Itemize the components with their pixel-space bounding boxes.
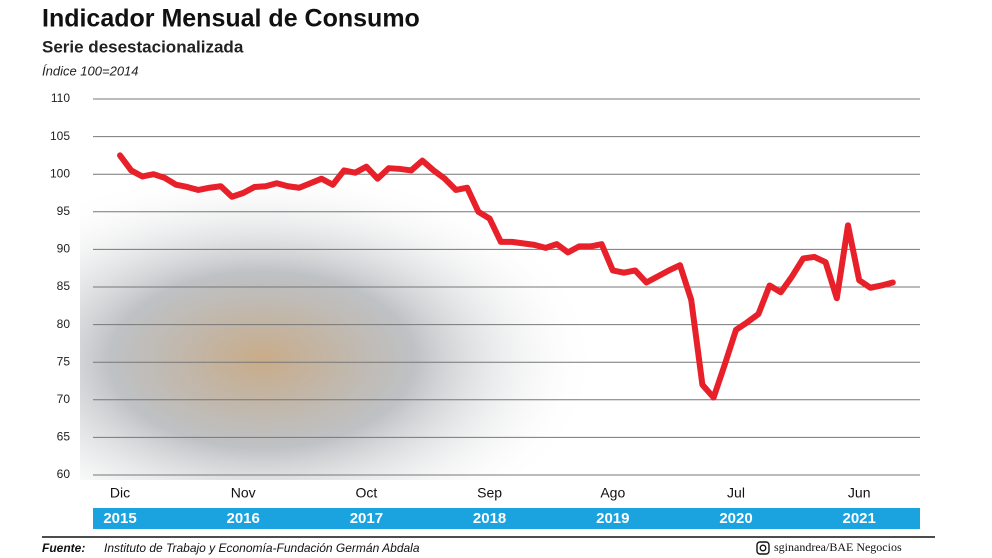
- instagram-icon-lens: [759, 544, 767, 552]
- year-label: 2021: [843, 510, 876, 527]
- y-tick-label: 95: [57, 204, 71, 218]
- y-tick-label: 110: [51, 91, 70, 105]
- y-tick-label: 75: [57, 354, 71, 368]
- x-tick-label: Dic: [110, 485, 130, 501]
- x-tick-label: Oct: [356, 485, 378, 501]
- year-label: 2015: [103, 510, 136, 527]
- x-tick-label: Nov: [231, 485, 256, 501]
- x-tick-label: Jun: [848, 485, 871, 501]
- y-tick-label: 60: [57, 467, 71, 481]
- y-tick-label: 70: [57, 392, 71, 406]
- y-tick-label: 85: [57, 279, 71, 293]
- unit-note: Índice 100=2014: [42, 63, 139, 78]
- year-label: 2018: [473, 510, 506, 527]
- instagram-icon: [756, 541, 770, 555]
- y-tick-label: 90: [57, 242, 71, 256]
- y-tick-label: 80: [57, 317, 71, 331]
- x-tick-label: Ago: [600, 485, 625, 501]
- source-label: Fuente:: [42, 541, 85, 555]
- background-photo: [80, 180, 600, 480]
- credit: sginandrea/BAE Negocios: [774, 540, 902, 554]
- year-label: 2019: [596, 510, 629, 527]
- y-tick-label: 100: [50, 166, 70, 180]
- x-tick-label: Sep: [477, 485, 502, 501]
- year-label: 2016: [227, 510, 260, 527]
- year-band: [93, 508, 920, 529]
- grid: [93, 98, 920, 476]
- year-label: 2020: [719, 510, 752, 527]
- source: Instituto de Trabajo y Economía-Fundació…: [104, 541, 420, 555]
- year-label: 2017: [350, 510, 383, 527]
- x-tick-label: Jul: [727, 485, 745, 501]
- y-tick-label: 105: [50, 129, 70, 143]
- chart-subtitle: Serie desestacionalizada: [42, 37, 244, 56]
- series-line: [117, 152, 896, 401]
- chart-title: Indicador Mensual de Consumo: [42, 5, 420, 33]
- y-tick-label: 65: [57, 430, 71, 444]
